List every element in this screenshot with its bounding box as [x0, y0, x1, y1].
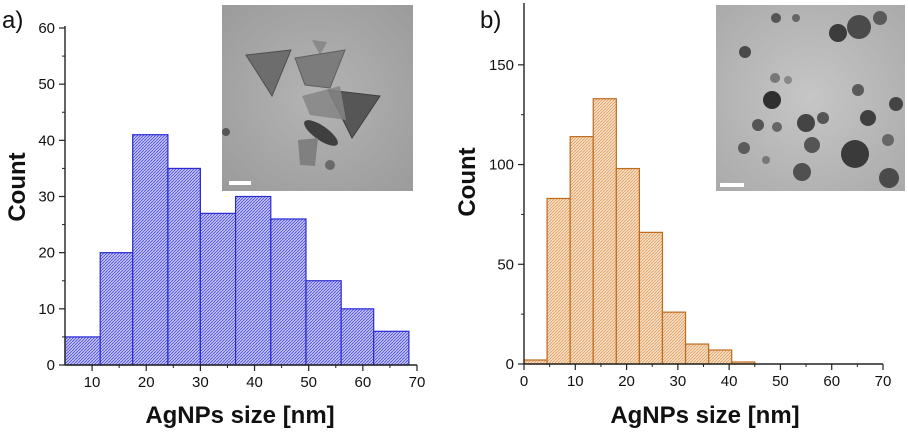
y-tick-label-a: 40 — [38, 132, 55, 149]
x-tick-label-b: 60 — [823, 373, 840, 390]
x-tick-label-a: 60 — [355, 374, 372, 391]
axes-b: 0 10 20 30 40 50 60 70 0 50 100 150 — [489, 3, 891, 390]
bar-b-7 — [661, 311, 687, 365]
bar-b-5 — [615, 167, 640, 365]
y-tick-label-a: 10 — [38, 301, 55, 318]
x-tick-label-a: 30 — [192, 374, 209, 391]
y-tick-label-a: 50 — [38, 76, 55, 93]
bar-b-4 — [592, 98, 617, 365]
x-tick-label-a: 70 — [409, 374, 426, 391]
x-tick-label-b: 20 — [618, 373, 635, 390]
scale-bar-b — [720, 183, 744, 187]
y-tick-label-b: 150 — [489, 57, 514, 74]
bar-b-6 — [638, 231, 664, 365]
x-tick-label-b: 30 — [670, 373, 687, 390]
bar-a-6 — [234, 195, 272, 366]
x-tick-label-a: 20 — [138, 374, 155, 391]
x-tick-label-a: 50 — [300, 374, 317, 391]
bar-a-1 — [64, 336, 101, 366]
y-tick-label-a: 0 — [47, 357, 55, 374]
x-tick-label-b: 10 — [567, 373, 584, 390]
y-tick-label-b: 50 — [497, 256, 514, 273]
bar-b-3 — [569, 136, 594, 365]
y-tick-label-a: 20 — [38, 245, 55, 262]
scale-bar-a — [229, 181, 251, 185]
bars-a — [64, 134, 410, 366]
bar-a-3 — [132, 134, 169, 366]
histogram-panel-a: a) 10 20 30 40 50 60 70 0 10 20 30 40 50 60 AgNPs siz… — [2, 5, 425, 429]
x-tick-label-b: 40 — [721, 373, 738, 390]
y-tick-label-a: 30 — [38, 189, 55, 206]
bar-a-5 — [199, 212, 237, 366]
y-axis-title-a: Count — [4, 152, 31, 221]
bar-a-2 — [99, 252, 134, 366]
y-axis-title-b: Count — [454, 147, 481, 216]
bar-b-9 — [708, 349, 733, 365]
axes-a: 10 20 30 40 50 60 70 0 10 20 30 40 50 60 — [38, 20, 425, 391]
tem-micrograph-inset-b — [716, 5, 905, 191]
x-tick-label-a: 10 — [84, 374, 101, 391]
bar-a-7 — [270, 218, 307, 366]
bar-b-8 — [684, 343, 710, 365]
x-tick-label-b: 0 — [520, 373, 528, 390]
x-tick-label-a: 40 — [246, 374, 263, 391]
y-tick-label-b: 100 — [489, 157, 514, 174]
panel-label-a: a) — [2, 7, 23, 34]
bar-a-9 — [340, 308, 375, 366]
x-tick-label-b: 70 — [875, 373, 892, 390]
x-tick-label-b: 50 — [772, 373, 789, 390]
histogram-panel-b: b) 0 — [454, 3, 905, 429]
y-tick-label-a: 60 — [38, 20, 55, 37]
x-axis-title-b: AgNPs size [nm] — [610, 402, 799, 429]
tem-micrograph-inset-a — [222, 5, 413, 191]
panel-label-b: b) — [480, 7, 501, 34]
bar-a-8 — [305, 280, 342, 366]
bar-a-10 — [373, 330, 410, 366]
y-tick-label-b: 0 — [506, 356, 514, 373]
bar-a-4 — [167, 167, 201, 366]
bar-b-2 — [546, 197, 571, 365]
x-axis-title-a: AgNPs size [nm] — [145, 402, 334, 429]
